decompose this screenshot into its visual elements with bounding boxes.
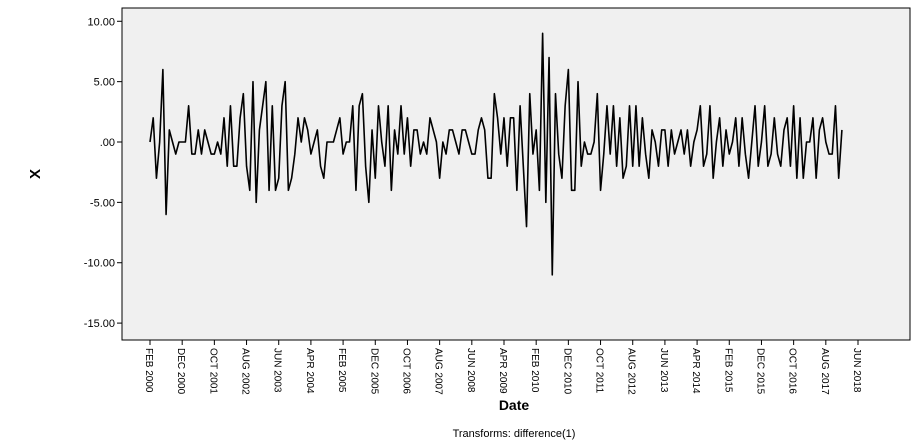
x-tick-label: OCT 2001	[207, 348, 218, 394]
x-tick-label: JUN 2018	[851, 348, 862, 393]
x-tick-label: AUG 2012	[626, 348, 637, 395]
x-tick-label: FEB 2015	[722, 348, 733, 393]
footnote: Transforms: difference(1)	[453, 428, 576, 440]
x-tick-label: JUN 2003	[272, 348, 283, 393]
x-tick-label: FEB 2005	[336, 348, 347, 393]
y-axis-label: X	[27, 169, 44, 179]
x-tick-label: DEC 2005	[368, 348, 379, 395]
x-tick-label: DEC 2010	[561, 348, 572, 395]
x-tick-label: DEC 2015	[754, 348, 765, 395]
y-tick-label: .00	[100, 137, 115, 149]
x-tick-label: APR 2009	[497, 348, 508, 394]
x-tick-label: OCT 2016	[787, 348, 798, 394]
x-tick-label: JUN 2008	[465, 348, 476, 393]
x-axis-label: Date	[499, 397, 530, 413]
y-tick-label: -5.00	[90, 197, 115, 209]
x-tick-label: APR 2004	[304, 348, 315, 394]
x-tick-label: AUG 2002	[240, 348, 251, 395]
y-tick-label: 10.00	[87, 16, 115, 28]
y-tick-label: -15.00	[84, 318, 115, 330]
y-tick-label: 5.00	[94, 77, 115, 89]
x-tick-label: DEC 2000	[175, 348, 186, 395]
x-tick-label: AUG 2007	[433, 348, 444, 395]
series-line	[149, 32, 843, 276]
y-tick-label: -10.00	[84, 258, 115, 270]
x-tick-label: FEB 2010	[529, 348, 540, 393]
x-tick-label: APR 2014	[690, 348, 701, 394]
x-tick-label: AUG 2017	[819, 348, 830, 395]
x-tick-label: OCT 2011	[594, 348, 605, 394]
x-tick-label: FEB 2000	[143, 348, 154, 393]
x-tick-label: JUN 2013	[658, 348, 669, 393]
x-tick-label: OCT 2006	[400, 348, 411, 394]
